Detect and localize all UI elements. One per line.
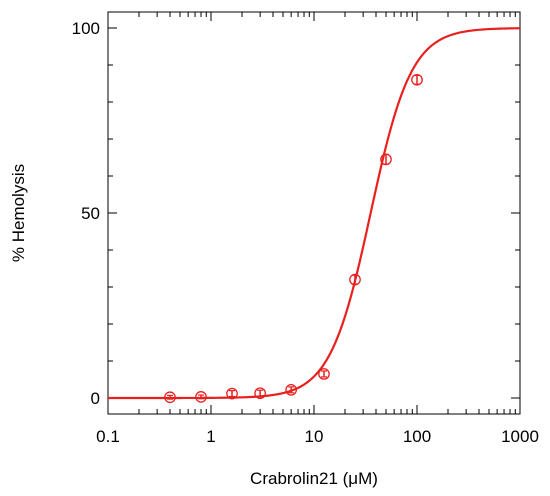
y-tick-label: 0 [91, 389, 100, 408]
data-point [254, 387, 266, 400]
data-points-layer [164, 73, 423, 404]
y-tick-label: 50 [81, 204, 100, 223]
y-tick-label: 100 [72, 19, 100, 38]
data-point [411, 73, 423, 86]
plot-frame [107, 11, 521, 415]
data-point [195, 391, 207, 403]
x-tick-label: 0.1 [96, 427, 120, 446]
data-point [380, 153, 392, 166]
point-marker [349, 273, 361, 286]
point-marker [380, 153, 392, 166]
data-point [164, 391, 176, 404]
fit-curve [108, 27, 521, 400]
point-marker [195, 391, 207, 403]
point-marker [285, 384, 297, 396]
point-marker [164, 391, 176, 404]
x-tick-label: 1000 [501, 427, 539, 446]
point-marker [254, 387, 266, 400]
axis-ticks: 0.1 1 10 100 1000 0 50 100 [72, 12, 539, 446]
data-point [349, 273, 361, 286]
x-axis-title: Crabrolin21 (μM) [250, 469, 378, 488]
fit-curve-layer [108, 27, 521, 400]
x-tick-label: 1 [206, 427, 215, 446]
x-tick-label: 10 [305, 427, 324, 446]
point-marker [411, 73, 423, 86]
point-marker [226, 387, 238, 400]
point-marker [318, 368, 330, 380]
x-tick-label: 100 [403, 427, 431, 446]
data-point [226, 387, 238, 400]
data-point [285, 384, 297, 396]
y-axis-title: % Hemolysis [9, 164, 28, 262]
data-point [318, 368, 330, 380]
